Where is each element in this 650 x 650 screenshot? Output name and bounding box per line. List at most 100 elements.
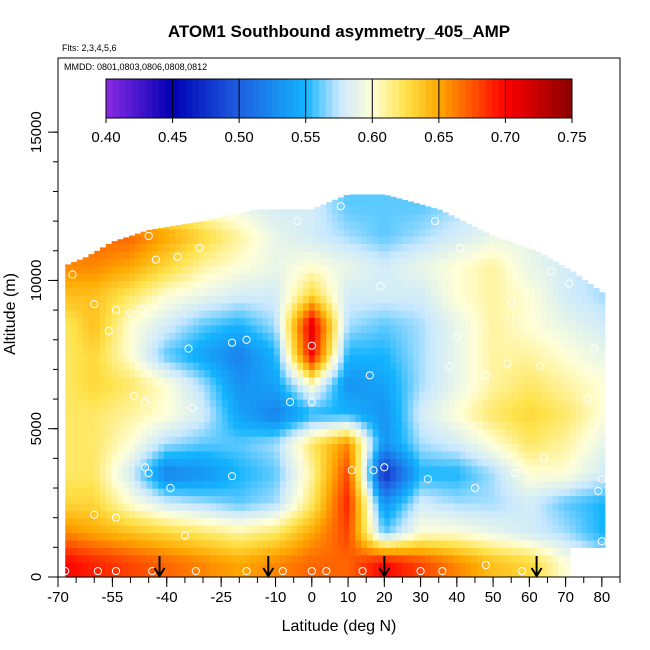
heat-cell: [465, 450, 472, 459]
heat-cell: [500, 562, 507, 571]
heat-cell: [482, 332, 490, 341]
heat-cell: [129, 391, 136, 400]
heat-cell: [448, 450, 455, 459]
heat-cell: [134, 450, 142, 459]
heat-cell: [210, 332, 217, 341]
heat-cell: [111, 495, 119, 504]
heat-cell: [285, 413, 293, 422]
heat-cell: [100, 562, 107, 571]
heat-cell: [216, 361, 223, 370]
heat-cell: [256, 258, 264, 267]
heat-cell: [343, 354, 351, 363]
heat-cell: [523, 391, 530, 400]
heat-cell: [436, 347, 443, 356]
heat-cell: [239, 258, 246, 267]
heat-cell: [546, 317, 554, 326]
heat-cell: [192, 510, 200, 519]
heat-cell: [529, 317, 536, 326]
sample-point: [445, 362, 454, 371]
heat-cell: [448, 361, 455, 370]
heat-cell: [355, 287, 362, 296]
heat-cell: [337, 399, 345, 408]
heat-cell: [326, 525, 333, 534]
heat-cell: [297, 213, 304, 222]
heat-cell: [100, 495, 107, 504]
heat-cell: [227, 295, 235, 304]
heat-cell: [163, 547, 171, 556]
heat-cell: [71, 562, 78, 571]
heat-cell: [94, 295, 101, 304]
heat-cell: [262, 228, 269, 237]
heat-cell: [355, 295, 362, 304]
heat-cell: [523, 250, 530, 259]
heat-cell: [204, 332, 211, 341]
heat-cell: [401, 458, 409, 467]
heat-cell: [378, 273, 385, 282]
heat-cell: [517, 295, 525, 304]
heat-cell: [303, 428, 310, 437]
sample-point: [151, 255, 160, 264]
heat-cell: [372, 221, 380, 230]
heat-cell: [239, 436, 246, 445]
sample-point: [307, 566, 316, 576]
heat-cell: [239, 324, 246, 333]
heat-cell: [436, 450, 443, 459]
heat-cell: [198, 339, 206, 348]
colorbar-swatch: [405, 79, 413, 118]
heat-cell: [233, 280, 240, 289]
heat-cell: [291, 510, 298, 519]
heat-cell: [187, 223, 194, 230]
heat-cell: [424, 332, 432, 341]
heat-cell: [285, 450, 293, 459]
heat-cell: [250, 569, 258, 578]
heat-cell: [88, 517, 95, 526]
heat-cell: [279, 473, 287, 482]
heat-cell: [349, 502, 356, 511]
heat-cell: [94, 280, 101, 289]
heat-cell: [395, 287, 403, 296]
heat-cell: [546, 354, 554, 363]
heat-cell: [100, 280, 107, 289]
heat-cell: [552, 532, 559, 541]
heat-cell: [117, 569, 124, 578]
heat-cell: [366, 295, 374, 304]
heat-cell: [210, 243, 217, 252]
heat-cell: [71, 539, 78, 548]
heat-cell: [598, 369, 606, 378]
heat-cell: [100, 450, 107, 459]
heat-cell: [506, 458, 513, 467]
heat-cell: [279, 488, 287, 497]
heat-cell: [320, 436, 327, 445]
heat-cell: [268, 465, 275, 474]
heat-cell: [378, 194, 385, 200]
heat-cell: [401, 347, 409, 356]
heat-cell: [506, 510, 513, 519]
heat-cell: [453, 324, 461, 333]
heat-cell: [343, 295, 351, 304]
heat-cell: [303, 569, 310, 578]
heat-cell: [65, 347, 72, 356]
heat-cell: [494, 384, 501, 393]
heat-cell: [129, 287, 136, 296]
heat-cell: [558, 273, 565, 282]
heat-cell: [239, 213, 246, 222]
heat-cell: [395, 295, 403, 304]
heat-cell: [384, 495, 391, 504]
heat-cell: [88, 399, 95, 408]
heat-cell: [343, 525, 351, 534]
heat-cell: [262, 354, 269, 363]
heat-cell: [546, 295, 554, 304]
heat-cell: [291, 473, 298, 482]
heat-cell: [158, 488, 165, 497]
heat-cell: [198, 428, 206, 437]
heat-cell: [204, 443, 211, 452]
heat-cell: [221, 488, 229, 497]
heat-cell: [598, 361, 606, 370]
heat-cell: [181, 436, 188, 445]
heat-cell: [175, 324, 182, 333]
y-tick-label: 10000: [28, 260, 45, 302]
heat-cell: [262, 443, 269, 452]
heat-cell: [308, 406, 316, 415]
heat-cell: [227, 287, 235, 296]
heat-cell: [453, 569, 461, 578]
